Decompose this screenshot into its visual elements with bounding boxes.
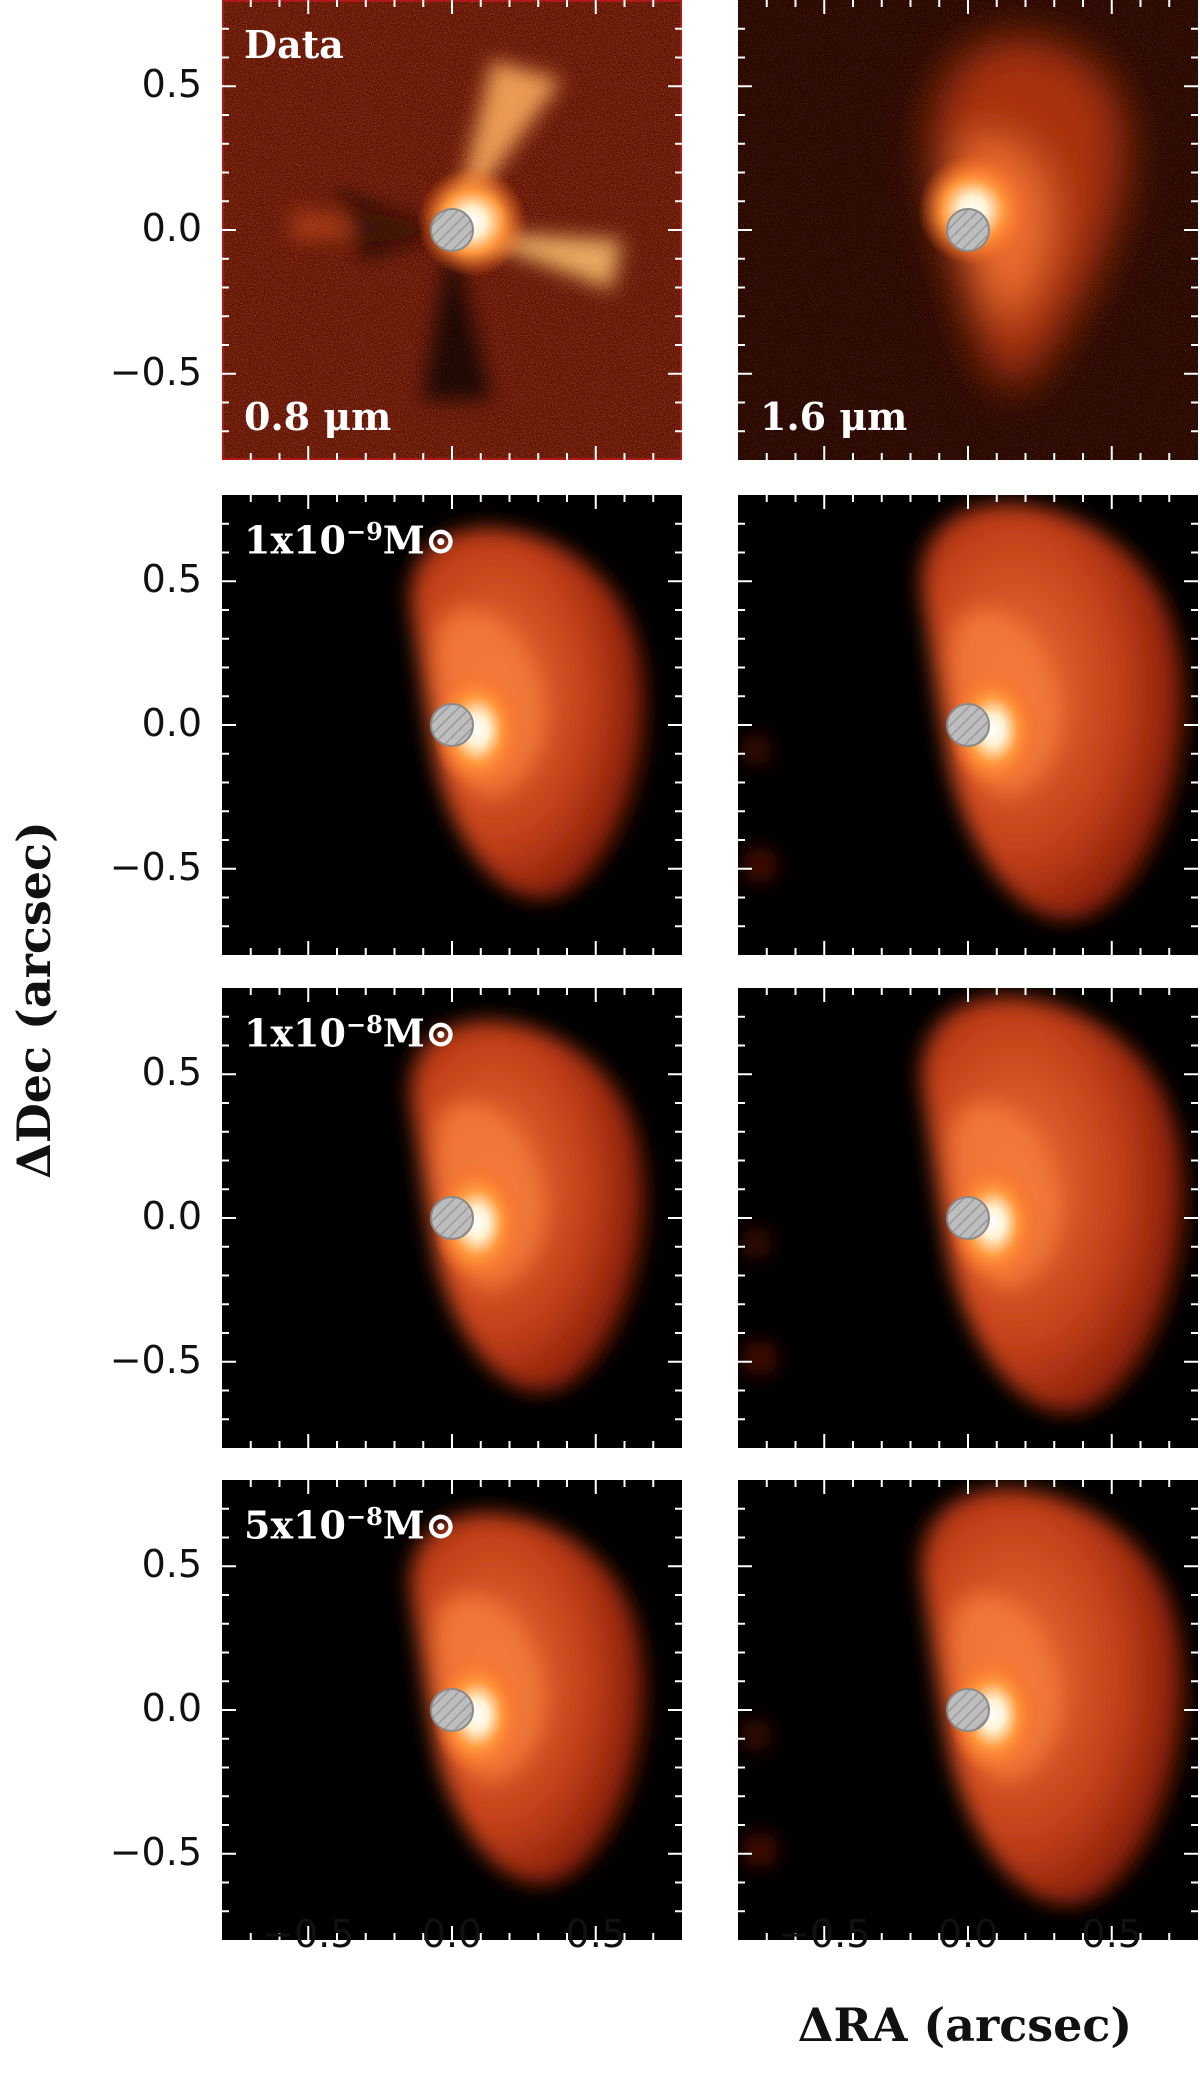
x-tick-label: 0.5 [565,1912,626,1956]
panel-ticks [222,988,682,1448]
y-tick-label: 0.5 [141,1542,202,1587]
wavelength-label-p00: 0.8 μm [244,394,392,439]
panel-ticks [222,0,682,460]
panel-p20 [222,988,682,1448]
wavelength-label-p01: 1.6 μm [760,394,908,439]
panel-p01 [738,0,1198,460]
x-tick-label: −0.5 [262,1912,355,1956]
coronagraph-mask [946,1196,990,1240]
coronagraph-mask [430,1196,474,1240]
y-tick-label: 0.0 [141,206,202,250]
panel-label-p20: 1x10−8M⊙ [244,1010,457,1056]
panel-ticks [738,0,1198,460]
coronagraph-mask [430,1688,474,1732]
panel-ticks [738,1480,1198,1940]
coronagraph-mask [430,703,474,747]
y-tick-label: 0.5 [141,62,202,107]
y-tick-label: 0.0 [141,1686,202,1730]
x-tick-label: 0.0 [421,1912,483,1956]
y-tick-label: −0.5 [109,1829,202,1874]
x-tick-label: −0.5 [778,1912,871,1956]
coronagraph-mask [430,208,474,252]
coronagraph-mask [946,1688,990,1732]
panel-ticks [222,1480,682,1940]
panel-ticks [738,988,1198,1448]
panel-p00 [222,0,682,460]
y-tick-label: −0.5 [109,844,202,889]
x-tick-label: 0.5 [1081,1912,1142,1956]
panel-label-p30: 5x10−8M⊙ [244,1502,457,1548]
x-tick-label: 0.0 [937,1912,999,1956]
panel-ticks [222,495,682,955]
coronagraph-mask [946,703,990,747]
panel-p31 [738,1480,1198,1940]
panel-label-p00: Data [244,22,344,67]
y-tick-label: 0.0 [141,1194,202,1238]
panel-label-p10: 1x10−9M⊙ [244,517,457,563]
y-tick-label: 0.0 [141,701,202,745]
panel-p21 [738,988,1198,1448]
y-tick-label: −0.5 [109,1337,202,1382]
panel-ticks [738,495,1198,955]
panel-p30 [222,1480,682,1940]
y-tick-label: 0.5 [141,557,202,602]
coronagraph-mask [946,208,990,252]
x-axis-label: ΔRA (arcsec) [797,1998,1133,2052]
panel-p10 [222,495,682,955]
y-tick-label: −0.5 [109,349,202,394]
panel-p11 [738,495,1198,955]
y-tick-label: 0.5 [141,1050,202,1095]
